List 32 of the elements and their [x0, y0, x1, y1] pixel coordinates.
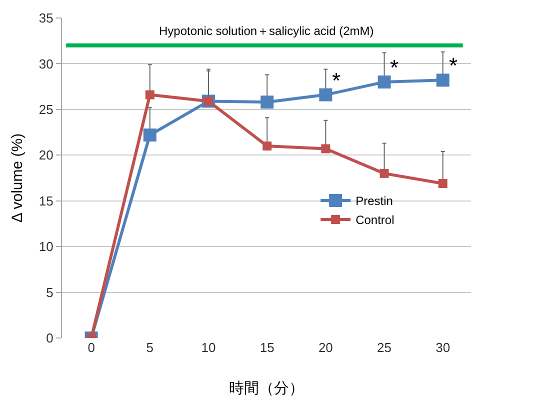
annotation: *: [332, 68, 341, 93]
point: [438, 178, 448, 188]
legend-label: Control: [356, 213, 394, 228]
point: [378, 76, 391, 88]
point: [145, 90, 154, 100]
y-axis-title: Δ volume (%): [9, 133, 26, 223]
annotation: *: [390, 55, 399, 80]
x-tick-label: 10: [201, 340, 216, 355]
x-axis-title: 時間（分）: [229, 380, 304, 397]
point: [262, 142, 272, 150]
point: [260, 96, 274, 109]
annotation: *: [449, 53, 458, 78]
x-tick-label: 15: [260, 340, 274, 355]
y-tick-label: 10: [38, 239, 54, 254]
x-tick-label: 20: [318, 340, 333, 355]
ref-line-label: Hypotonic solution＋salicylic acid (2mM): [159, 24, 374, 38]
y-tick-label: 15: [38, 193, 54, 208]
point: [321, 144, 330, 154]
y-tick-label: 35: [38, 10, 54, 26]
y-tick-label: 25: [38, 102, 54, 117]
x-tick-label: 5: [146, 340, 154, 355]
point: [143, 128, 156, 142]
x-tick-label: 25: [377, 340, 392, 355]
legend-label: Prestin: [356, 194, 393, 208]
y-tick-label: 20: [38, 148, 54, 163]
y-tick-label: 30: [38, 56, 54, 72]
point: [319, 88, 332, 102]
x-tick-label: 0: [88, 340, 95, 355]
point: [380, 168, 389, 178]
point: [436, 74, 450, 87]
x-tick-label: 30: [436, 340, 450, 355]
y-tick-label: 5: [46, 284, 54, 300]
